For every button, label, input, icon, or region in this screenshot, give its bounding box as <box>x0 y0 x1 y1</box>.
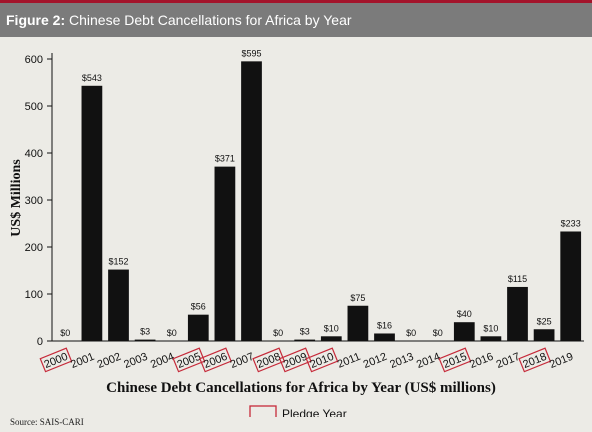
x-tick-2019: 2019 <box>548 351 575 371</box>
y-tick-label: 400 <box>25 148 43 160</box>
x-tick-2018: 2018 <box>518 347 552 373</box>
x-axis: 2000 2001 2002 2003 2004 2005 2006 2007 2008 2009… <box>39 340 584 373</box>
x-tick-2003: 2003 <box>122 351 149 371</box>
bar-2015 <box>453 322 475 341</box>
x-tick-label-2019: 2019 <box>548 351 575 371</box>
x-tick-label-2003: 2003 <box>122 351 149 371</box>
pledge-year-box-2018 <box>518 347 552 373</box>
x-tick-label-2012: 2012 <box>362 351 389 371</box>
data-label-2016: $10 <box>483 323 498 333</box>
data-label-2015: $40 <box>457 309 472 319</box>
bars-group: $0 $543 $152 $3 $0 $56 $371 $595 $0 $3 $10 $75 $16 $0… <box>60 48 582 341</box>
x-tick-2017: 2017 <box>495 351 522 371</box>
y-axis-label: US$ Millions <box>9 159 24 237</box>
data-label-2007: $595 <box>241 48 261 58</box>
data-label-2013: $0 <box>406 328 416 338</box>
data-label-2010: $10 <box>324 323 339 333</box>
x-tick-label-2011: 2011 <box>336 351 362 371</box>
figure-header: Figure 2: Chinese Debt Cancellations for… <box>0 0 592 37</box>
y-tick-label: 0 <box>37 336 43 348</box>
x-tick-label-2016: 2016 <box>468 351 495 371</box>
data-label-2009: $3 <box>300 327 310 337</box>
bar-2018 <box>533 329 555 341</box>
bar-2005 <box>187 314 209 341</box>
bar-2009 <box>294 339 316 341</box>
bar-2010 <box>320 336 342 341</box>
data-label-2018: $25 <box>537 316 552 326</box>
figure-label: Figure 2: <box>6 12 66 28</box>
x-tick-2014: 2014 <box>415 351 442 371</box>
pledge-year-box-2005 <box>172 347 206 373</box>
y-tick-label: 500 <box>25 101 43 113</box>
x-tick-2007: 2007 <box>229 351 256 371</box>
x-tick-label-2002: 2002 <box>96 351 123 371</box>
x-tick-2010: 2010 <box>305 347 339 373</box>
y-tick-label: 300 <box>25 195 43 207</box>
bar-2002 <box>108 269 129 341</box>
legend: Pledge Year <box>249 405 347 417</box>
x-tick-label-2017: 2017 <box>495 351 522 371</box>
y-tick-label: 200 <box>25 242 43 254</box>
y-tick-label: 100 <box>25 289 43 301</box>
x-axis-label: Chinese Debt Cancellations for Africa by… <box>106 380 496 396</box>
x-tick-2001: 2001 <box>69 351 96 371</box>
legend-label-pledge-year: Pledge Year <box>282 407 347 417</box>
pledge-year-box-2000 <box>39 347 73 373</box>
source-note: Source: SAIS-CARI <box>10 417 84 427</box>
x-tick-2000: 2000 <box>39 347 73 373</box>
x-tick-2004: 2004 <box>149 351 176 371</box>
data-label-2001: $543 <box>82 73 102 83</box>
bar-2006 <box>214 166 236 341</box>
bar-2007 <box>241 61 262 341</box>
x-tick-2011: 2011 <box>336 351 362 371</box>
data-label-2003: $3 <box>140 327 150 337</box>
bar-2019 <box>560 231 582 341</box>
legend-swatch-pledge-year <box>249 405 277 417</box>
x-tick-label-2014: 2014 <box>415 351 442 371</box>
x-tick-label-2007: 2007 <box>229 351 256 371</box>
data-label-2017: $115 <box>508 274 527 284</box>
y-axis: 0 100 200 300 400 500 600 <box>25 53 53 348</box>
data-label-2000: $0 <box>60 328 70 338</box>
data-label-2006: $371 <box>215 154 235 164</box>
y-tick-label: 600 <box>25 54 43 66</box>
bar-2001 <box>81 85 103 341</box>
x-tick-label-2013: 2013 <box>388 351 415 371</box>
pledge-year-box-2008 <box>252 347 286 373</box>
pledge-year-box-2015 <box>438 347 472 373</box>
data-label-2004: $0 <box>167 328 177 338</box>
data-label-2011: $75 <box>350 293 365 303</box>
bar-chart: 0 100 200 300 400 500 600 $0 $543 $152 $3 $0 $56 $37… <box>9 48 584 417</box>
x-tick-2012: 2012 <box>362 351 389 371</box>
x-tick-2002: 2002 <box>96 351 123 371</box>
data-label-2008: $0 <box>273 328 283 338</box>
bar-2003 <box>134 339 156 341</box>
bar-2017 <box>507 286 528 341</box>
data-label-2014: $0 <box>433 328 443 338</box>
data-label-2012: $16 <box>377 320 392 330</box>
figure-title: Chinese Debt Cancellations for Africa by… <box>69 12 352 28</box>
pledge-year-box-2006 <box>199 347 232 373</box>
x-tick-2015: 2015 <box>438 347 472 373</box>
x-tick-label-2001: 2001 <box>69 351 96 371</box>
x-tick-label-2004: 2004 <box>149 351 176 371</box>
x-tick-2006: 2006 <box>199 347 232 373</box>
data-label-2019: $233 <box>561 218 581 228</box>
bar-2011 <box>347 305 369 341</box>
bar-2012 <box>374 333 395 341</box>
x-tick-2013: 2013 <box>388 351 415 371</box>
bar-2016 <box>480 336 502 341</box>
data-label-2005: $56 <box>191 302 206 312</box>
x-tick-2016: 2016 <box>468 351 495 371</box>
pledge-year-box-2010 <box>305 347 339 373</box>
data-label-2002: $152 <box>108 257 128 267</box>
pledge-year-box-2009 <box>278 347 312 373</box>
